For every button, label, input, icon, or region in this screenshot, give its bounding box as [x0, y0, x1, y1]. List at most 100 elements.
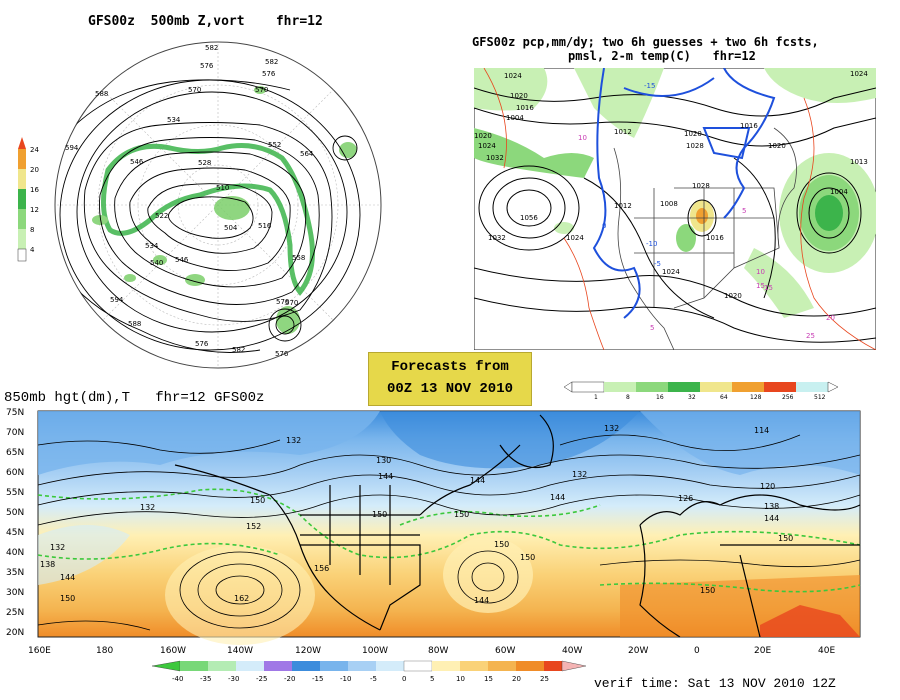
pressure-label: 1020: [474, 132, 492, 140]
banner-line2: 00Z 13 NOV 2010: [386, 381, 514, 397]
height-label: 510: [216, 184, 229, 192]
pressure-label: 1012: [614, 128, 632, 136]
lat-label: 75N: [6, 408, 24, 418]
precip-shading: [474, 68, 876, 318]
polar-height-labels: 582 576 570 582 576 588 570 534 528 546 …: [65, 44, 314, 358]
contour-label: 120: [760, 482, 775, 491]
temp-cbar-label: -10: [340, 675, 351, 683]
lat-label: 55N: [6, 488, 24, 498]
temp-cbar-label: 5: [430, 675, 434, 683]
height-label: 570: [285, 299, 298, 307]
temp-label: -10: [646, 240, 657, 248]
precip-cbar-label: 1: [594, 394, 598, 400]
lon-label: 120W: [295, 646, 321, 656]
height-label: 582: [205, 44, 218, 52]
lat-label: 50N: [6, 508, 24, 518]
lat-label: 65N: [6, 448, 24, 458]
contour-label: 126: [678, 494, 693, 503]
lat-label: 35N: [6, 568, 24, 578]
temp-cbar-label: -20: [284, 675, 295, 683]
upper-left-title: GFS00z 500mb Z,vort fhr=12: [88, 14, 323, 29]
pressure-label: 1024: [850, 70, 868, 78]
lon-label: 100W: [362, 646, 388, 656]
contour-label: 132: [286, 436, 301, 445]
pressure-label: 1016: [516, 104, 534, 112]
contour-label: 150: [700, 586, 715, 595]
pressure-label: 1020: [684, 130, 702, 138]
temp-cbar-label: -15: [312, 675, 323, 683]
contour-label: 150: [60, 594, 75, 603]
precip-cbar-label: 256: [782, 394, 794, 400]
lat-label: 20N: [6, 628, 24, 638]
pressure-label: 1056: [520, 214, 538, 222]
temp-cbar-label: 20: [512, 675, 521, 683]
pressure-label: 1028: [692, 182, 710, 190]
height-label: 564: [300, 150, 314, 158]
temperature-colorbar[interactable]: -40 -35 -30 -25 -20 -15 -10 -5 0 5 10 15…: [150, 660, 590, 684]
precip-cbar-label: 64: [720, 394, 728, 400]
lon-label: 180: [96, 646, 113, 656]
temp-cbar-label: -30: [228, 675, 239, 683]
banner-line1: Forecasts from: [391, 359, 509, 375]
temperature-labels: 5 10 15 -5 -10 -15 0 5 10 15 20 25: [578, 82, 835, 340]
pressure-label: 1024: [566, 234, 584, 242]
contour-label: 132: [572, 470, 587, 479]
pressure-label: 1024: [478, 142, 496, 150]
height-label: 528: [198, 159, 211, 167]
height-label: 582: [232, 346, 245, 354]
lon-label: 80W: [428, 646, 448, 656]
lon-label: 20E: [754, 646, 771, 656]
polar-500mb-map: 582 576 570 582 576 588 570 534 528 546 …: [54, 41, 382, 369]
upper-left-title-field: 500mb Z,vort: [150, 14, 245, 29]
lon-label: 20W: [628, 646, 648, 656]
lat-label: 25N: [6, 608, 24, 618]
height-contours: [59, 79, 361, 353]
lat-label: 40N: [6, 548, 24, 558]
temp-cbar-label: -5: [370, 675, 377, 683]
pressure-label: 1004: [830, 188, 848, 196]
contour-label: 152: [246, 522, 261, 531]
vorticity-colorbar-labels: 24 20 16 12 8 4: [30, 146, 39, 254]
pressure-label: 1004: [506, 114, 524, 122]
temperature-colorbar-labels: -40 -35 -30 -25 -20 -15 -10 -5 0 5 10 15…: [172, 675, 549, 683]
contour-label: 150: [778, 534, 793, 543]
precip-colorbar[interactable]: 1 8 16 32 64 128 256 512: [562, 380, 852, 400]
pressure-label: 1032: [486, 154, 504, 162]
lon-label: 40W: [562, 646, 582, 656]
contour-label: 150: [454, 510, 469, 519]
temp-cbar-label: -35: [200, 675, 211, 683]
height-label: 522: [155, 212, 168, 220]
vort-cbar-label: 20: [30, 166, 39, 174]
isobars: [474, 87, 876, 343]
contour-labels-850: 132 132 138 144 150 152 150 144 132 150 …: [40, 424, 793, 605]
temp-label: 5: [650, 324, 654, 332]
height-label: 504: [224, 224, 238, 232]
lat-label: 30N: [6, 588, 24, 598]
pressure-label: 1024: [662, 268, 680, 276]
pressure-label: 1013: [850, 158, 868, 166]
precip-cbar-label: 512: [814, 394, 826, 400]
temp-label: 10: [756, 268, 765, 276]
contour-label: 138: [764, 502, 779, 511]
temp-cbar-label: 15: [484, 675, 493, 683]
temp-label: -5: [654, 260, 661, 268]
height-label: 534: [167, 116, 181, 124]
vorticity-colorbar: 24 20 16 12 8 4: [17, 137, 39, 262]
height-label: 534: [145, 242, 159, 250]
pressure-label: 1020: [768, 142, 786, 150]
coastlines-850: [174, 414, 861, 638]
temp-label: 25: [806, 332, 815, 340]
contour-label: 132: [50, 543, 65, 552]
height-label: 558: [292, 254, 305, 262]
lon-label: 160W: [160, 646, 186, 656]
temp-label: 0: [602, 222, 606, 230]
height-label: 582: [265, 58, 278, 66]
lon-axis: 160E 180 160W 140W 120W 100W 80W 60W 40W…: [28, 646, 835, 656]
pressure-label: 1020: [510, 92, 528, 100]
vort-cbar-label: 24: [30, 146, 39, 154]
height-label: 570: [255, 86, 268, 94]
precip-pmsl-map: 1024 1020 1016 1004 1012 1032 1020 1024 …: [474, 68, 876, 350]
height-label: 546: [175, 256, 189, 264]
pressure-label: 1016: [706, 234, 724, 242]
vort-cbar-label: 8: [30, 226, 34, 234]
